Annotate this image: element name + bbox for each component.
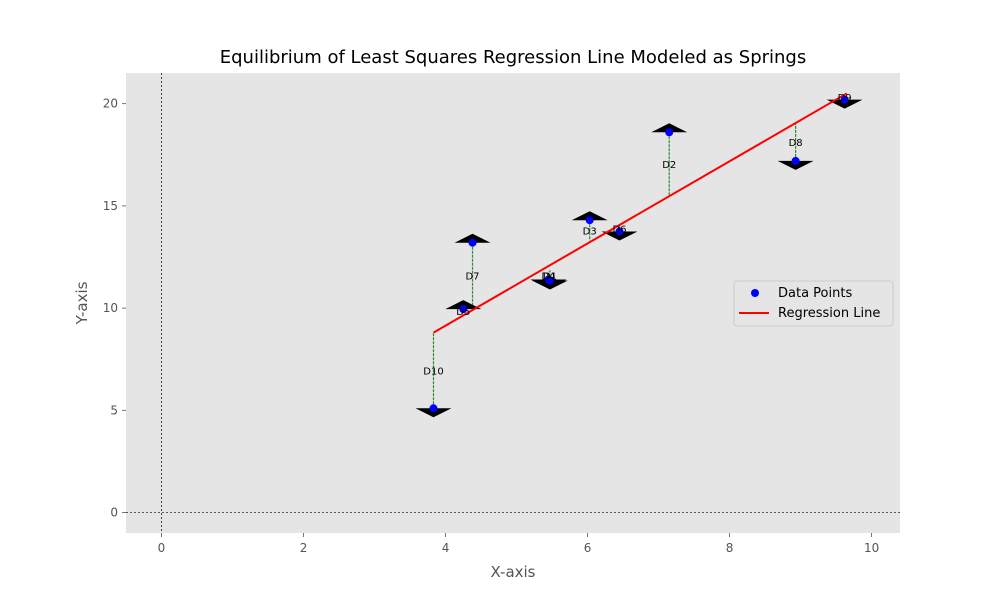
y-tick-label: 15 [103,199,118,213]
data-point [544,275,553,284]
x-tick-label: 4 [442,541,450,555]
spring-anchor-marker [777,160,814,170]
x-tick-label: 2 [300,541,308,555]
spring-anchor-marker [651,123,688,133]
spring-label: D7 [465,271,479,282]
spring-label: D2 [662,160,676,171]
spring-label: D5 [456,307,470,318]
legend-point-swatch [751,289,759,297]
spring-label: D1 [543,271,557,282]
spring-label: D8 [789,138,803,149]
x-tick-label: 0 [158,541,166,555]
data-point [459,305,468,314]
data-point [429,404,438,413]
legend-entry-data-points: Data Points [778,286,852,301]
legend-box [733,280,894,327]
spring-anchor-marker [415,408,452,418]
spring-anchor-marker [601,231,638,241]
spring-label: D10 [423,366,443,377]
data-point [615,227,624,236]
spring-label: D3 [583,226,597,237]
x-tick-label: 10 [864,541,879,555]
legend-entry-regression-line: Regression Line [778,306,880,321]
x-tick-label: 6 [584,541,592,555]
spring-label: D4 [541,271,555,282]
data-point [840,95,849,104]
spring-label: D6 [612,224,626,235]
data-point [468,238,477,247]
data-point [585,216,594,225]
spring-anchor-marker [571,211,608,221]
x-tick-label: 8 [726,541,734,555]
data-point [791,156,800,165]
data-point [665,128,674,137]
spring-anchor-marker [445,300,482,310]
y-tick-label: 5 [110,403,118,417]
spring-anchor-marker [826,99,863,109]
spring-anchor-marker [454,233,491,243]
y-axis-label: Y-axis [73,281,91,325]
regression-line [432,92,848,334]
chart-title: Equilibrium of Least Squares Regression … [220,47,807,68]
y-tick-label: 10 [103,301,118,315]
legend: Data Points Regression Line [733,280,894,327]
y-tick-label: 20 [103,97,118,111]
spring-label: D9 [838,93,852,104]
x-axis-label: X-axis [491,563,536,581]
y-tick-label: 0 [110,506,118,520]
